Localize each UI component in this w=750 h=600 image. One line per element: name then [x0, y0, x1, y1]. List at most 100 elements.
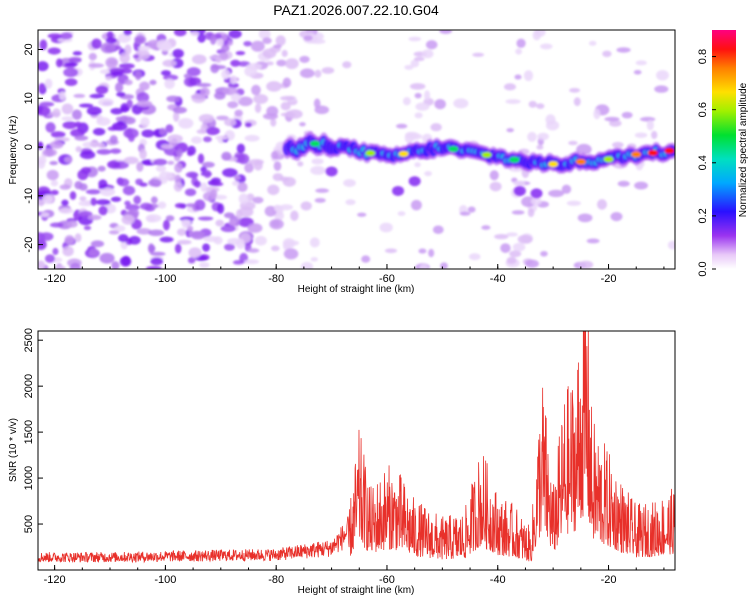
spectrogram-noise-blob [203, 170, 212, 179]
spectrogram-noise-blob [139, 148, 147, 160]
spectrogram-noise-blob [133, 195, 142, 205]
spectrogram-noise-blob [500, 243, 511, 253]
spectrogram-noise-blob [573, 97, 581, 107]
spectrogram-noise-blob [159, 236, 174, 243]
spectrogram-noise-blob [38, 159, 46, 169]
spectrogram-noise-blob [494, 234, 509, 240]
spectrogram-noise-blob [185, 171, 199, 178]
spectrogram-noise-blob [167, 134, 183, 144]
spectrogram-noise-blob [139, 81, 150, 91]
spectrogram-noise-blob [314, 197, 326, 203]
ridge-hotspot [575, 158, 586, 165]
spectrogram-noise-blob [38, 61, 49, 72]
spectrogram-noise-blob [530, 197, 542, 206]
spectrogram-noise-blob [167, 160, 175, 165]
spectrogram-noise-blob [38, 260, 46, 269]
snr-x-tick-label: -120 [44, 574, 66, 586]
spectrogram-noise-blob [274, 211, 285, 221]
spectrogram-noise-blob [313, 98, 321, 109]
spectrogram-noise-blob [202, 243, 211, 252]
spectrogram-noise-blob [514, 74, 522, 80]
spectrogram-noise-blob [459, 211, 471, 216]
spectrogram-noise-blob [264, 205, 277, 217]
spectrogram-noise-blob [315, 188, 330, 193]
spectrogram-noise-blob [58, 207, 74, 214]
spectrogram-noise-blob [271, 245, 280, 252]
spectrogram-noise-blob [266, 81, 282, 92]
snr-y-tick-label: 1000 [23, 466, 35, 490]
spectrogram-noise-blob [609, 119, 622, 127]
spectrogram-noise-blob [610, 211, 623, 222]
spectrogram-noise-blob [252, 196, 264, 204]
ridge-hotspot [398, 150, 409, 157]
ridge-hotspot [664, 147, 675, 154]
spectrogram-noise-blob [472, 52, 485, 57]
spectrogram-noise-blob [165, 215, 175, 222]
spectrogram-noise-blob [173, 181, 183, 192]
spectrogram-noise-blob [537, 132, 549, 141]
spectrogram-noise-blob [275, 35, 286, 46]
spectrogram-noise-blob [434, 99, 446, 110]
spectrogram-noise-blob [38, 82, 46, 92]
spectrogram-noise-blob [617, 180, 630, 187]
spectrogram-noise-blob [230, 93, 242, 102]
spectrogram-noise-blob [146, 215, 156, 223]
snr-y-tick-label: 2000 [23, 374, 35, 398]
spectrogram-noise-blob [262, 48, 277, 59]
spectrogram-noise-blob [92, 128, 106, 136]
spectrogram-noise-blob [68, 57, 82, 64]
spectrogram-noise-blob [506, 128, 514, 133]
spectrogram-x-tick-label: -80 [268, 273, 284, 285]
spectrogram-noise-blob [639, 116, 656, 122]
spectrogram-noise-blob [61, 116, 74, 121]
spectrogram-noise-blob [55, 58, 63, 68]
spectrogram-secondary-blob [408, 176, 421, 187]
spectrogram-noise-blob [136, 161, 144, 172]
spectrogram-noise-blob [227, 82, 239, 89]
spectrogram-noise-blob [419, 264, 429, 269]
spectrogram-noise-blob [309, 237, 320, 248]
spectrogram-noise-blob [516, 38, 526, 48]
spectrogram-noise-blob [540, 43, 553, 50]
spectrogram-noise-blob [97, 142, 106, 149]
spectrogram-noise-blob [71, 109, 82, 120]
spectrogram-noise-blob [481, 225, 491, 230]
spectrogram-noise-blob [63, 67, 79, 78]
spectrogram-noise-blob [40, 212, 50, 218]
spectrogram-x-tick-label: -100 [154, 273, 176, 285]
spectrogram-noise-blob [44, 78, 53, 89]
spectrogram-noise-blob [235, 51, 246, 56]
spectrogram-noise-blob [439, 30, 453, 35]
spectrogram-noise-blob [528, 100, 537, 108]
spectrogram-noise-blob [384, 248, 398, 254]
spectrogram-noise-blob [120, 68, 133, 74]
spectrogram-noise-blob [138, 45, 151, 52]
spectrogram-noise-blob [280, 95, 295, 101]
spectrogram-noise-blob [38, 199, 45, 207]
spectrogram-noise-blob [90, 197, 97, 206]
spectrogram-secondary-blob [530, 188, 543, 199]
spectrogram-noise-blob [174, 162, 183, 173]
spectrogram-noise-blob [634, 181, 649, 190]
spectrogram-noise-blob [117, 33, 132, 43]
spectrogram-noise-blob [299, 68, 315, 79]
spectrogram-noise-blob [314, 69, 322, 78]
spectrogram-noise-blob [194, 199, 206, 211]
spectrogram-noise-blob [469, 253, 481, 261]
spectrogram-noise-blob [105, 76, 113, 81]
snr-x-tick-label: -40 [490, 574, 506, 586]
spectrogram-noise-blob [432, 225, 444, 234]
spectrogram-noise-blob [74, 233, 82, 243]
spectrogram-noise-blob [172, 106, 187, 114]
spectrogram-noise-blob [146, 266, 162, 269]
spectrogram-noise-blob [191, 54, 207, 65]
spectrogram-noise-blob [273, 204, 282, 212]
spectrogram-noise-blob [118, 234, 129, 243]
spectrogram-noise-blob [397, 211, 406, 217]
spectrogram-noise-blob [593, 108, 601, 120]
spectrogram-noise-blob [186, 67, 201, 77]
spectrogram-noise-blob [199, 262, 210, 268]
ridge-hotspot [647, 149, 658, 156]
spectrogram-secondary-blob [392, 185, 405, 196]
